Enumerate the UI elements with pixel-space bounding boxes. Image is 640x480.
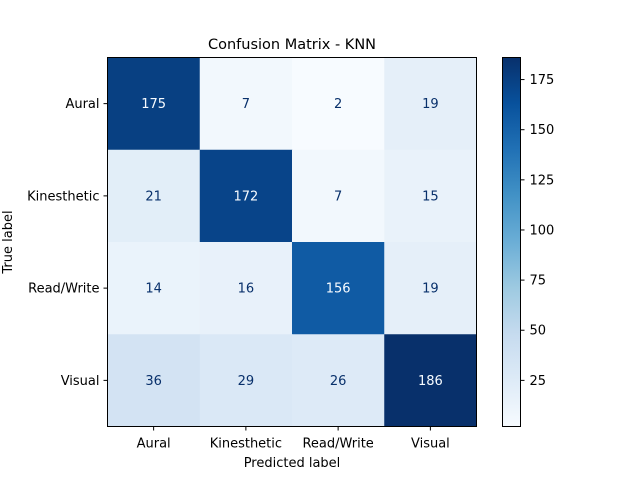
matrix-cell (384, 149, 477, 243)
matrix-cell (107, 149, 201, 243)
colorbar-tick-label: 50 (530, 324, 547, 339)
matrix-cell (384, 242, 477, 335)
cell-value-label: 19 (422, 97, 439, 112)
y-tick-label: Read/Write (28, 282, 99, 297)
colorbar-frame (502, 57, 521, 427)
cell-value-label: 186 (418, 374, 443, 389)
matrix-cell (292, 334, 385, 427)
cell-value-label: 26 (330, 374, 347, 389)
colorbar-tick-label: 175 (530, 73, 555, 88)
cell-value-label: 175 (141, 97, 166, 112)
cell-value-label: 172 (233, 189, 258, 204)
y-axis-ticks: Aural Kinesthetic Read/Write Visual (27, 97, 108, 389)
matrix-cell-labels: 175 7 2 19 21 172 7 15 14 16 156 19 36 29 26 186 (141, 97, 443, 389)
matrix-cell (107, 57, 201, 151)
matrix-cell (107, 334, 201, 427)
x-axis-ticks: Aural Kinesthetic Read/Write Visual (137, 426, 450, 452)
matrix-cell (199, 149, 293, 243)
y-tick-label: Visual (61, 374, 100, 389)
cell-value-label: 156 (326, 282, 351, 297)
matrix-cell (107, 242, 201, 335)
colorbar-tick-label: 150 (530, 123, 555, 138)
matrix-cell (199, 242, 293, 335)
y-tick-label: Aural (65, 97, 99, 112)
matrix-frame (107, 57, 477, 427)
cell-value-label: 16 (238, 282, 255, 297)
colorbar-tick-label: 75 (530, 274, 547, 289)
matrix-cell (292, 57, 385, 151)
matrix-cell (199, 57, 293, 151)
matrix-cell (292, 149, 385, 243)
colorbar-ticks: 25 50 75 100 125 150 175 (520, 73, 555, 389)
x-tick-label: Kinesthetic (210, 437, 282, 452)
cell-value-label: 29 (238, 374, 255, 389)
cell-value-label: 15 (422, 189, 439, 204)
cell-value-label: 7 (242, 97, 250, 112)
cell-value-label: 19 (422, 282, 439, 297)
colorbar-tick-label: 25 (530, 374, 547, 389)
y-tick-label: Kinesthetic (27, 189, 99, 204)
colorbar-tick-label: 100 (530, 223, 555, 238)
colorbar-tick-label: 125 (530, 173, 555, 188)
matrix-cell (292, 242, 385, 335)
x-axis-label: Predicted label (244, 456, 341, 471)
y-axis-label: True label (1, 210, 16, 274)
matrix-cell (384, 334, 477, 427)
x-tick-label: Visual (411, 437, 450, 452)
cell-value-label: 14 (145, 282, 162, 297)
cell-value-label: 7 (334, 189, 342, 204)
cell-value-label: 21 (145, 189, 162, 204)
matrix-cells (107, 57, 477, 427)
x-tick-label: Aural (137, 437, 171, 452)
cell-value-label: 36 (145, 374, 162, 389)
x-tick-label: Read/Write (302, 437, 373, 452)
cell-value-label: 2 (334, 97, 342, 112)
colorbar-gradient (502, 57, 521, 427)
chart-title: Confusion Matrix - KNN (208, 37, 376, 53)
colorbar: 25 50 75 100 125 150 175 (502, 57, 554, 427)
matrix-cell (384, 57, 477, 151)
matrix-cell (199, 334, 293, 427)
